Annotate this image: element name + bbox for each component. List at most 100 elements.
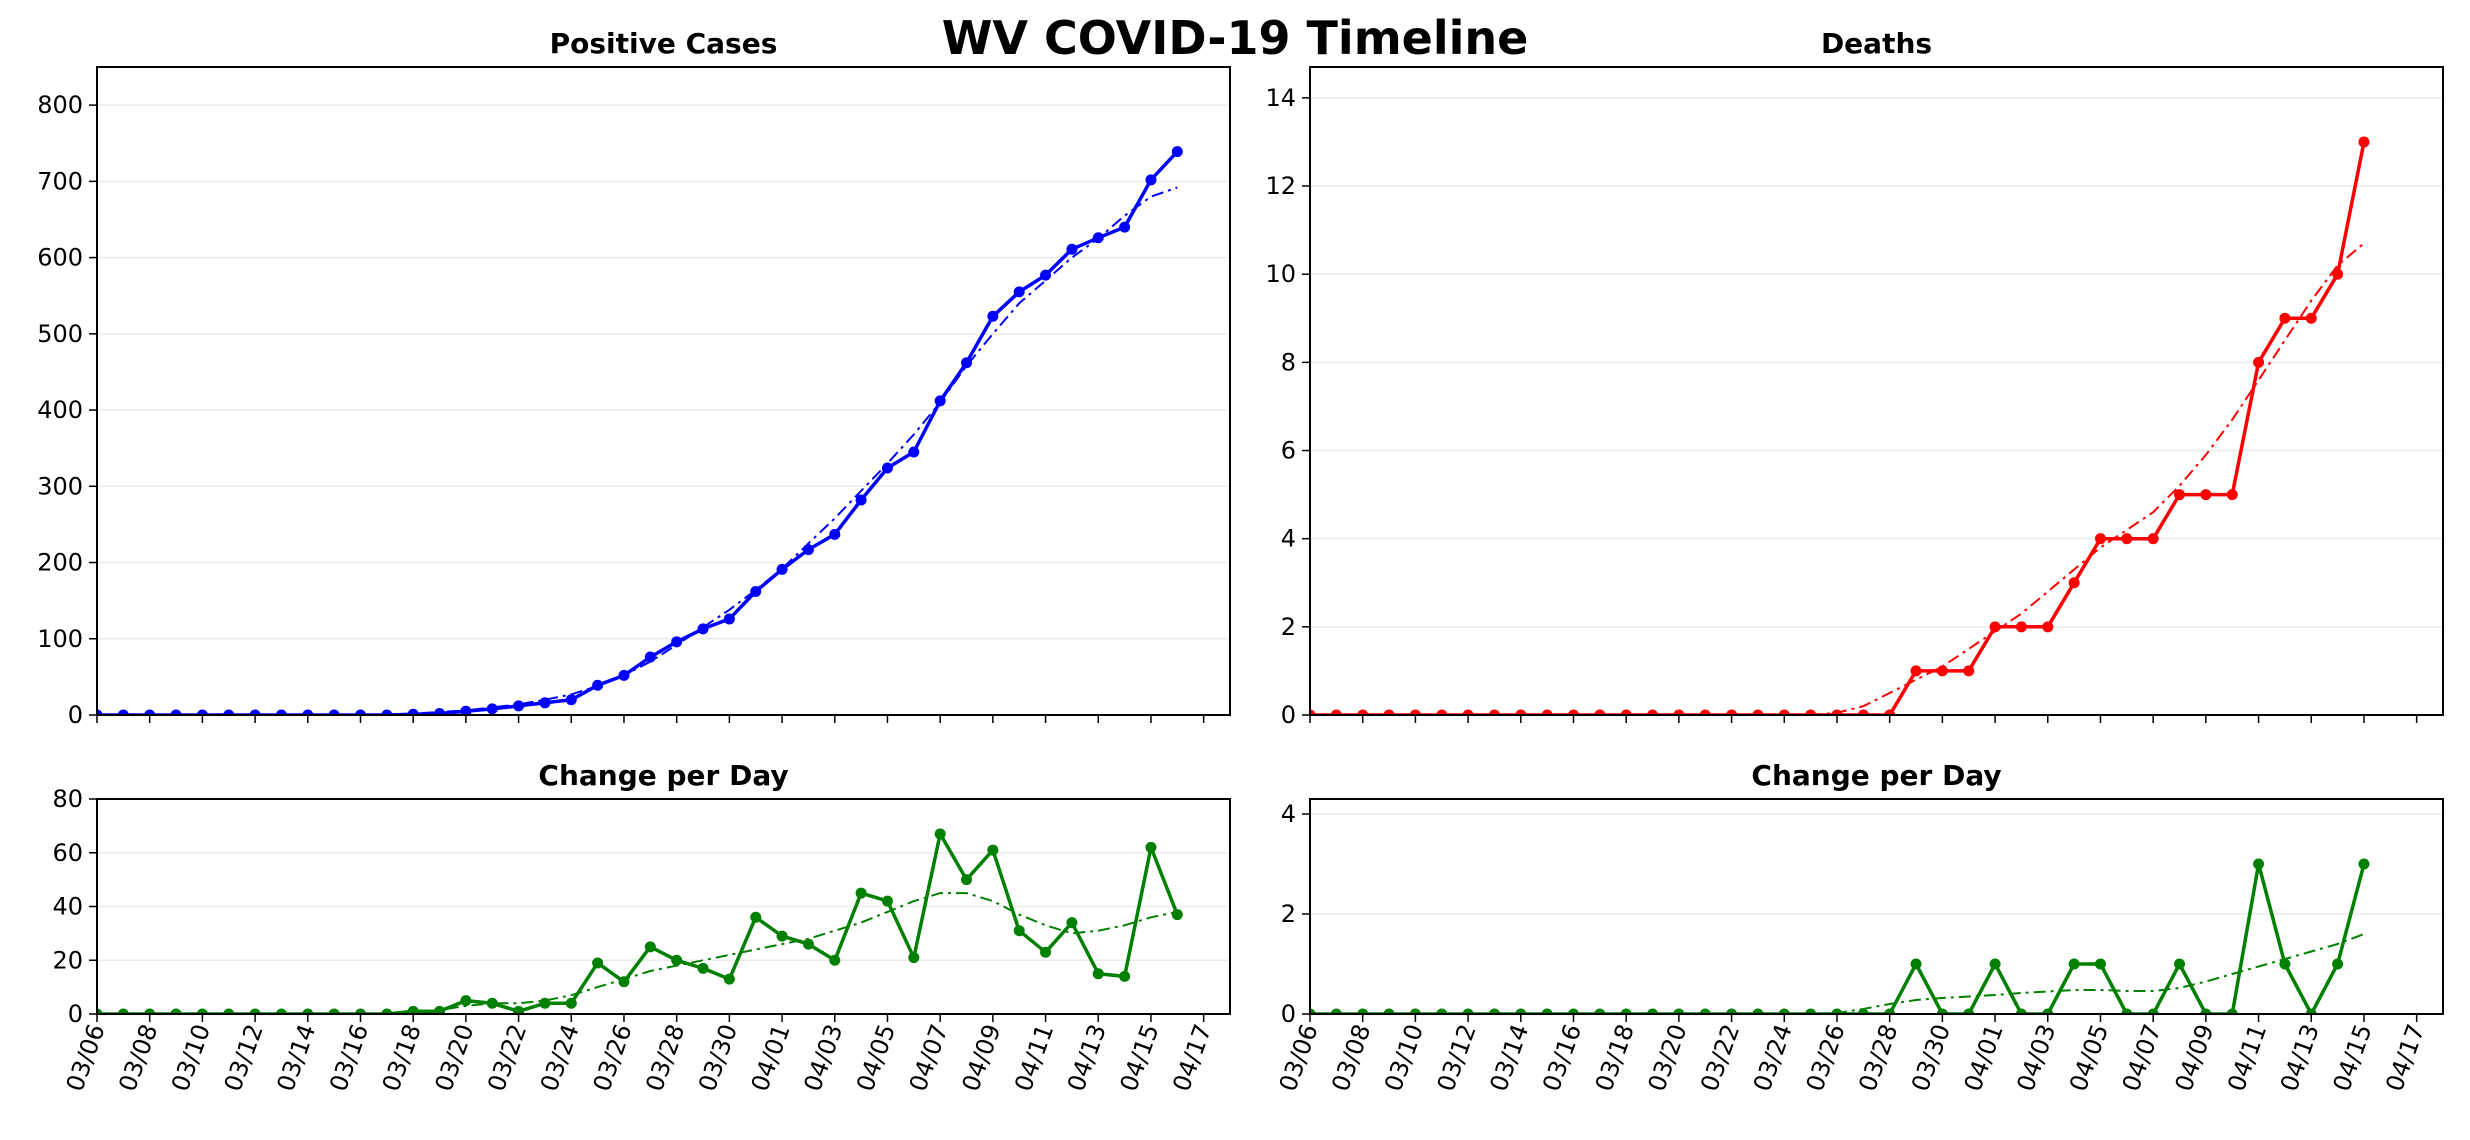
cases-data-point: [302, 709, 314, 715]
deaths-change-data-point: [1310, 1008, 1316, 1014]
deaths-series-line: [1310, 141, 2366, 715]
deaths-change-data-point: [2094, 958, 2106, 970]
cases-change-data-point: [1119, 970, 1131, 982]
cases-data-point: [1013, 286, 1025, 298]
cases-change-ytick-label: 40: [52, 893, 83, 921]
deaths-data-point: [1963, 665, 1975, 677]
deaths-change-xtick-label: 03/18: [1590, 1020, 1640, 1095]
cases-change-plot-area: [97, 828, 1183, 1014]
deaths-data-point: [2200, 489, 2212, 501]
cases-data-point: [1171, 146, 1183, 158]
cases-change-data-point: [829, 954, 841, 966]
cases-ytick-label: 400: [37, 396, 83, 424]
deaths-change-xtick-label: 04/07: [2117, 1020, 2167, 1095]
cases-change-data-point: [750, 911, 762, 923]
cases-data-point: [97, 709, 103, 715]
deaths-data-point: [2015, 621, 2027, 633]
deaths-data-point: [2121, 533, 2133, 545]
deaths-change-xtick-label: 03/20: [1643, 1020, 1693, 1095]
deaths-data-point: [1567, 709, 1579, 715]
deaths-change-data-point: [2226, 1008, 2238, 1014]
deaths-change-data-point: [1462, 1008, 1474, 1014]
deaths-data-point: [2305, 312, 2317, 324]
deaths-data-point: [2226, 489, 2238, 501]
cases-data-point: [908, 446, 920, 458]
cases-data-point: [249, 709, 261, 715]
deaths-data-point: [1515, 709, 1527, 715]
deaths-data-point: [1357, 709, 1369, 715]
deaths-change-xtick-label: 03/12: [1432, 1020, 1482, 1095]
cases-change-xtick-label: 03/26: [588, 1020, 638, 1095]
cases-change-data-point: [97, 1008, 103, 1014]
deaths-change-ytick-label: 2: [1281, 900, 1296, 928]
deaths-change-data-point: [2200, 1008, 2212, 1014]
deaths-change-data-point: [2042, 1008, 2054, 1014]
deaths-change-xtick-label: 04/15: [2328, 1020, 2378, 1095]
cases-data-point: [881, 462, 893, 474]
deaths-change-data-point: [1488, 1008, 1500, 1014]
cases-data-point: [486, 703, 498, 715]
deaths-change-data-point: [1963, 1008, 1975, 1014]
deaths-data-point: [1699, 709, 1711, 715]
cases-data-point: [671, 636, 683, 648]
cases-data-point: [565, 694, 577, 706]
cases-change-data-point: [513, 1005, 525, 1014]
cases-change-xtick-label: 03/22: [482, 1020, 532, 1095]
cases-change-ytick-label: 20: [52, 946, 83, 974]
deaths-data-point: [2042, 621, 2054, 633]
deaths-data-point: [1778, 709, 1790, 715]
cases-change-xtick-label: 03/06: [61, 1020, 111, 1095]
deaths-data-point: [2068, 577, 2080, 589]
deaths-data-point: [1383, 709, 1395, 715]
cases-data-point: [961, 357, 973, 369]
cases-change-xtick-label: 04/11: [1009, 1020, 1059, 1095]
deaths-change-data-point: [2068, 958, 2080, 970]
cases-change-xtick-label: 04/17: [1167, 1020, 1217, 1095]
cases-change-xtick-label: 03/12: [219, 1020, 269, 1095]
cases-change-xtick-label: 04/03: [798, 1020, 848, 1095]
deaths-ytick-label: 14: [1265, 84, 1296, 112]
deaths-data-point: [1409, 709, 1421, 715]
cases-change-axes-frame: [96, 798, 1231, 1015]
cases-change-data-point: [565, 997, 577, 1009]
cases-data-point: [117, 709, 129, 715]
deaths-ytick-label: 8: [1281, 348, 1296, 376]
deaths-change-data-point: [1778, 1008, 1790, 1014]
cases-ytick-label: 300: [37, 472, 83, 500]
cases-ytick-label: 600: [37, 244, 83, 272]
deaths-data-point: [1620, 709, 1632, 715]
deaths-change-xtick-label: 03/30: [1906, 1020, 1956, 1095]
deaths-change-xtick-label: 03/16: [1537, 1020, 1587, 1095]
cases-data-point: [196, 709, 208, 715]
deaths-data-point: [1436, 709, 1448, 715]
cases-data-point: [987, 310, 999, 322]
cases-change-data-point: [170, 1008, 182, 1014]
cases-change-title: Change per Day: [538, 759, 788, 792]
deaths-change-ytick-label: 4: [1281, 800, 1296, 828]
cases-change-data-point: [381, 1008, 393, 1014]
cases-change-data-point: [1171, 909, 1183, 921]
deaths-change-xtick-label: 03/10: [1379, 1020, 1429, 1095]
deaths-change-data-point: [1647, 1008, 1659, 1014]
cases-change-xtick-label: 03/28: [640, 1020, 690, 1095]
deaths-change-xtick-label: 04/13: [2275, 1020, 2325, 1095]
deaths-data-point: [1310, 709, 1316, 715]
deaths-change-data-point: [1567, 1008, 1579, 1014]
deaths-ytick-label: 6: [1281, 437, 1296, 465]
deaths-data-point: [1488, 709, 1500, 715]
deaths-change-data-point: [1541, 1008, 1553, 1014]
deaths-change-data-point: [1936, 1008, 1948, 1014]
cases-change-data-point: [249, 1008, 261, 1014]
cases-change-data-point: [460, 995, 472, 1007]
deaths-change-ytick-label: 0: [1281, 1000, 1296, 1028]
cases-plot-area: [97, 146, 1183, 715]
deaths-change-xtick-label: 04/11: [2222, 1020, 2272, 1095]
figure-title: WV COVID-19 Timeline: [942, 11, 1529, 65]
deaths-change-data-point: [1409, 1008, 1421, 1014]
cases-title: Positive Cases: [550, 27, 778, 60]
deaths-change-series-line: [1310, 862, 2366, 1014]
deaths-change-trend-line: [1310, 933, 2365, 1014]
deaths-data-point: [1857, 709, 1869, 715]
deaths-change-xtick-label: 03/28: [1853, 1020, 1903, 1095]
cases-change-data-point: [987, 844, 999, 856]
